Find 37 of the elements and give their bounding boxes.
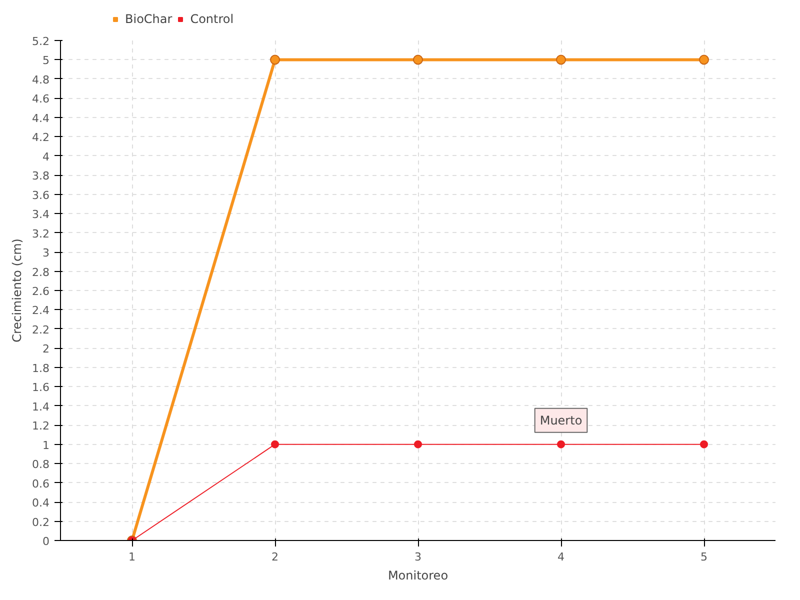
y-tick-label: 1.4	[32, 400, 50, 414]
y-tick-label: 4.6	[32, 92, 50, 106]
x-tick-label: 5	[700, 550, 708, 564]
y-tick-label: 4.8	[32, 73, 50, 86]
x-tick-label: 4	[558, 550, 564, 564]
y-tick-label: 3.6	[32, 188, 50, 202]
y-tick-label: 1.2	[32, 420, 50, 433]
legend-label: Control	[190, 12, 234, 26]
y-tick-label: 3.8	[32, 170, 50, 183]
y-axis-title: Crecimiento (cm)	[10, 238, 24, 342]
x-tick-label: 2	[272, 550, 278, 564]
y-tick-label: 4	[42, 150, 50, 164]
y-tick-label: 4.2	[32, 131, 50, 144]
y-tick-label: 2	[42, 342, 50, 356]
legend-label: BioChar	[125, 12, 172, 26]
y-tick-label: 2.4	[32, 304, 50, 318]
y-tick-label: 2.8	[32, 266, 50, 279]
annotation: Muerto	[540, 413, 582, 428]
y-tick-label: 3.4	[32, 208, 50, 222]
y-tick-label: 4.4	[32, 112, 50, 125]
y-tick-label: 2.2	[32, 323, 50, 336]
y-tick-label: 0	[42, 535, 50, 548]
x-tick-label: 1	[128, 550, 136, 564]
y-tick-label: 1.6	[32, 381, 50, 394]
x-tick-label: 3	[414, 550, 422, 564]
y-tick-label: 1	[42, 438, 50, 452]
y-tick-label: 0.8	[32, 458, 50, 472]
y-tick-label: 5.2	[32, 35, 50, 48]
y-tick-label: 3	[42, 246, 50, 260]
y-tick-label: 1.8	[32, 362, 50, 375]
y-tick-label: 5	[42, 54, 50, 68]
x-axis-title: Monitoreo	[388, 568, 448, 582]
y-tick-label: 3.2	[32, 227, 50, 240]
y-tick-label: 2.6	[32, 285, 50, 298]
y-tick-label: 0.4	[32, 496, 50, 510]
y-tick-label: 0.2	[32, 516, 50, 529]
y-tick-label: 0.6	[32, 477, 50, 490]
